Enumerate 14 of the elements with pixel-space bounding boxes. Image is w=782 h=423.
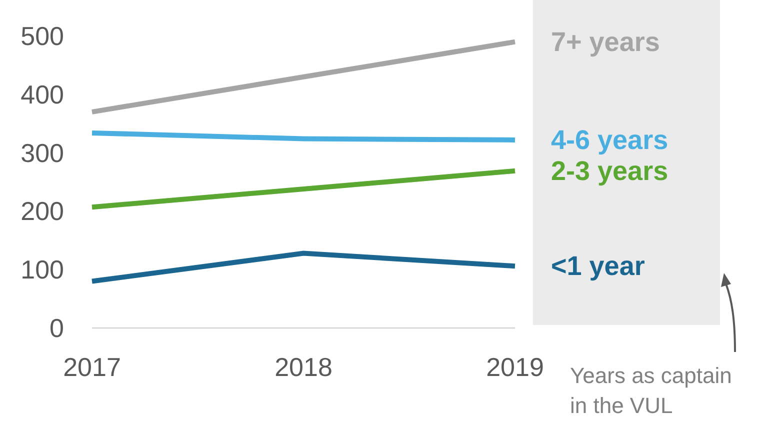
y-tick-label: 500 — [20, 21, 64, 51]
y-tick-label: 400 — [20, 79, 64, 110]
series-label: 4-6 years — [551, 124, 668, 155]
series-label: 7+ years — [551, 26, 660, 57]
y-tick-label: 300 — [20, 138, 64, 168]
x-tick-label: 2017 — [63, 352, 121, 382]
x-tick-label: 2018 — [274, 352, 332, 382]
series-label: <1 year — [551, 251, 646, 282]
y-tick-label: 200 — [20, 196, 64, 226]
y-tick-label: 0 — [50, 313, 64, 343]
series-label: 2-3 years — [551, 156, 668, 186]
text: Years as captain in the VUL — [570, 363, 732, 418]
y-tick-label: 100 — [20, 254, 64, 285]
x-tick-label: 2019 — [486, 352, 544, 382]
